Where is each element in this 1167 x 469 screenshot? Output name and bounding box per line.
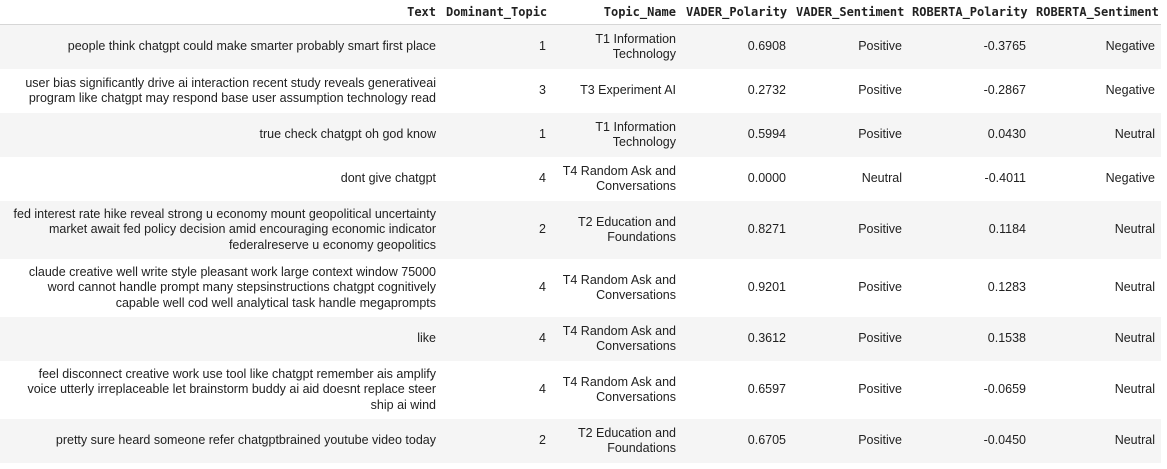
text-cell: dont give chatgpt: [0, 157, 442, 201]
roberta-sentiment-cell: Neutral: [1032, 259, 1161, 317]
topic-name-cell: T4 Random Ask and Conversations: [552, 157, 682, 201]
table-row: feel disconnect creative work use tool l…: [0, 361, 1161, 419]
vader-sentiment-cell: Positive: [792, 113, 908, 157]
topic-name-cell: T4 Random Ask and Conversations: [552, 317, 682, 361]
table-row: dont give chatgpt 4 T4 Random Ask and Co…: [0, 157, 1161, 201]
column-header-vader-polarity: VADER_Polarity: [682, 0, 792, 25]
text-cell: people think chatgpt could make smarter …: [0, 24, 442, 69]
roberta-sentiment-cell: Neutral: [1032, 201, 1161, 259]
dominant-topic-cell: 4: [442, 157, 552, 201]
column-header-roberta-polarity: ROBERTA_Polarity: [908, 0, 1032, 25]
dominant-topic-cell: 1: [442, 24, 552, 69]
column-header-topic-name: Topic_Name: [552, 0, 682, 25]
roberta-polarity-cell: 0.0430: [908, 113, 1032, 157]
topic-name-cell: T4 Random Ask and Conversations: [552, 259, 682, 317]
column-header-roberta-sentiment: ROBERTA_Sentiment: [1032, 0, 1161, 25]
dominant-topic-cell: 2: [442, 201, 552, 259]
vader-sentiment-cell: Positive: [792, 361, 908, 419]
topic-name-cell: T4 Random Ask and Conversations: [552, 361, 682, 419]
dominant-topic-cell: 1: [442, 113, 552, 157]
vader-polarity-cell: 0.2732: [682, 69, 792, 113]
roberta-sentiment-cell: Neutral: [1032, 317, 1161, 361]
vader-sentiment-cell: Positive: [792, 259, 908, 317]
column-header-vader-sentiment: VADER_Sentiment: [792, 0, 908, 25]
column-header-dominant-topic: Dominant_Topic: [442, 0, 552, 25]
roberta-polarity-cell: -0.0450: [908, 419, 1032, 463]
roberta-polarity-cell: -0.0659: [908, 361, 1032, 419]
roberta-sentiment-cell: Negative: [1032, 24, 1161, 69]
dominant-topic-cell: 4: [442, 317, 552, 361]
vader-sentiment-cell: Neutral: [792, 157, 908, 201]
vader-sentiment-cell: Positive: [792, 24, 908, 69]
vader-polarity-cell: 0.6597: [682, 361, 792, 419]
roberta-polarity-cell: 0.1184: [908, 201, 1032, 259]
vader-sentiment-cell: Positive: [792, 201, 908, 259]
text-cell: user bias significantly drive ai interac…: [0, 69, 442, 113]
text-cell: fed interest rate hike reveal strong u e…: [0, 201, 442, 259]
vader-polarity-cell: 0.8271: [682, 201, 792, 259]
table-row: pretty sure heard someone refer chatgptb…: [0, 419, 1161, 463]
table-row: like 4 T4 Random Ask and Conversations 0…: [0, 317, 1161, 361]
roberta-sentiment-cell: Negative: [1032, 157, 1161, 201]
text-cell: like: [0, 317, 442, 361]
roberta-polarity-cell: 0.1538: [908, 317, 1032, 361]
vader-polarity-cell: 0.6705: [682, 419, 792, 463]
roberta-sentiment-cell: Neutral: [1032, 419, 1161, 463]
roberta-sentiment-cell: Negative: [1032, 69, 1161, 113]
vader-polarity-cell: 0.3612: [682, 317, 792, 361]
column-header-text: Text: [0, 0, 442, 25]
roberta-polarity-cell: -0.4011: [908, 157, 1032, 201]
dominant-topic-cell: 3: [442, 69, 552, 113]
topic-name-cell: T1 Information Technology: [552, 24, 682, 69]
topic-name-cell: T2 Education and Foundations: [552, 419, 682, 463]
vader-polarity-cell: 0.9201: [682, 259, 792, 317]
dominant-topic-cell: 4: [442, 361, 552, 419]
roberta-polarity-cell: 0.1283: [908, 259, 1032, 317]
text-cell: true check chatgpt oh god know: [0, 113, 442, 157]
table-row: claude creative well write style pleasan…: [0, 259, 1161, 317]
vader-sentiment-cell: Positive: [792, 419, 908, 463]
text-cell: pretty sure heard someone refer chatgptb…: [0, 419, 442, 463]
table-row: user bias significantly drive ai interac…: [0, 69, 1161, 113]
topic-name-cell: T3 Experiment AI: [552, 69, 682, 113]
vader-polarity-cell: 0.5994: [682, 113, 792, 157]
topic-name-cell: T1 Information Technology: [552, 113, 682, 157]
dominant-topic-cell: 4: [442, 259, 552, 317]
roberta-sentiment-cell: Neutral: [1032, 113, 1161, 157]
roberta-sentiment-cell: Neutral: [1032, 361, 1161, 419]
header-row: Text Dominant_Topic Topic_Name VADER_Pol…: [0, 0, 1161, 25]
dominant-topic-cell: 2: [442, 419, 552, 463]
roberta-polarity-cell: -0.3765: [908, 24, 1032, 69]
text-cell: claude creative well write style pleasan…: [0, 259, 442, 317]
table-row: people think chatgpt could make smarter …: [0, 24, 1161, 69]
vader-polarity-cell: 0.0000: [682, 157, 792, 201]
table-row: true check chatgpt oh god know 1 T1 Info…: [0, 113, 1161, 157]
roberta-polarity-cell: -0.2867: [908, 69, 1032, 113]
vader-sentiment-cell: Positive: [792, 69, 908, 113]
table-row: fed interest rate hike reveal strong u e…: [0, 201, 1161, 259]
topic-name-cell: T2 Education and Foundations: [552, 201, 682, 259]
vader-sentiment-cell: Positive: [792, 317, 908, 361]
text-cell: feel disconnect creative work use tool l…: [0, 361, 442, 419]
vader-polarity-cell: 0.6908: [682, 24, 792, 69]
